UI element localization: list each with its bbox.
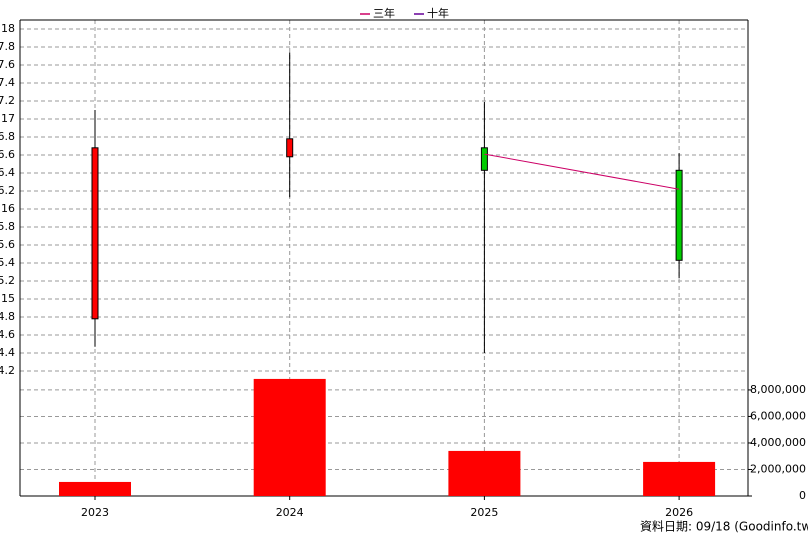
y2-tick-label: 8,000,000 <box>750 383 806 396</box>
volume-bar <box>643 461 716 496</box>
y-tick-label: 15.4 <box>0 256 15 269</box>
y-tick-label: 15 <box>1 292 15 305</box>
y-tick-label: 17.4 <box>0 76 15 89</box>
y-tick-label: 16.2 <box>0 184 15 197</box>
legend-label: 三年 <box>373 6 395 20</box>
y-tick-label: 16.4 <box>0 166 15 179</box>
volume-bar <box>253 378 326 496</box>
y2-tick-label: 6,000,000 <box>750 409 806 422</box>
x-tick-label: 2026 <box>665 506 693 519</box>
y-tick-label: 17.6 <box>0 58 15 71</box>
footer: 資料日期: 09/18 (Goodinfo.tw) <box>640 520 808 534</box>
y-tick-label: 17.2 <box>0 94 15 107</box>
candle-body <box>480 147 488 171</box>
y2-tick-label: 0 <box>799 489 806 502</box>
x-tick-label: 2024 <box>276 506 304 519</box>
y2-tick-label: 2,000,000 <box>750 462 806 475</box>
y-tick-label: 17 <box>1 112 15 125</box>
x-tick-label: 2025 <box>470 506 498 519</box>
y-tick-label: 18 <box>1 22 15 35</box>
y-tick-label: 16.6 <box>0 148 15 161</box>
y-tick-label: 17.8 <box>0 40 15 53</box>
y-tick-label: 15.8 <box>0 220 15 233</box>
y-tick-label: 15.2 <box>0 274 15 287</box>
candle-body <box>91 147 99 320</box>
y-tick-label: 14.8 <box>0 310 15 323</box>
y-tick-label: 14.2 <box>0 364 15 377</box>
series-line <box>484 153 680 190</box>
candle-body <box>286 138 294 158</box>
volume-bar <box>59 481 131 496</box>
legend-label: 十年 <box>427 6 449 20</box>
y2-tick-label: 4,000,000 <box>750 436 806 449</box>
y-tick-label: 16 <box>1 202 15 215</box>
y-tick-label: 14.4 <box>0 346 15 359</box>
y-tick-label: 16.8 <box>0 130 15 143</box>
y-tick-label: 15.6 <box>0 238 15 251</box>
x-tick-label: 2023 <box>81 506 109 519</box>
y-tick-label: 14.6 <box>0 328 15 341</box>
volume-bar <box>448 450 521 496</box>
candle-body <box>675 169 683 261</box>
